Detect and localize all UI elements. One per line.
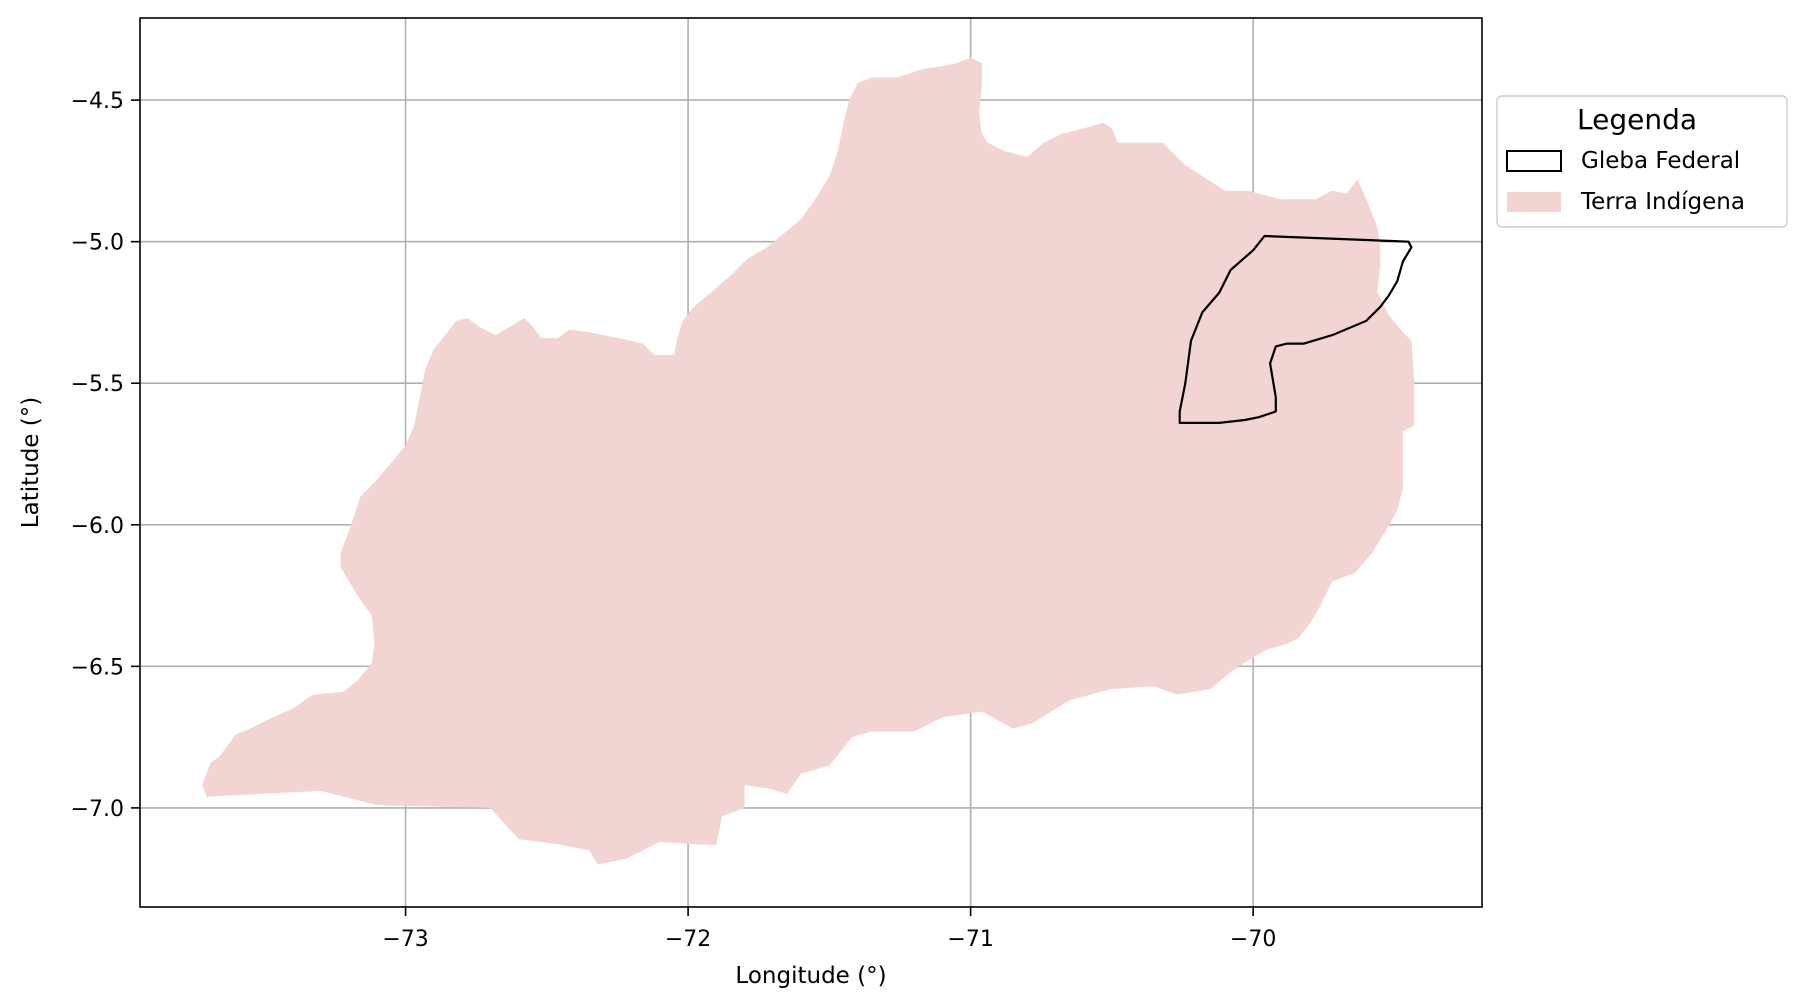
y-axis-title: Latitude (°) bbox=[18, 397, 44, 528]
x-axis-title: Longitude (°) bbox=[735, 963, 886, 989]
y-tick-label: −4.5 bbox=[71, 89, 124, 114]
legend-swatch-gleba-federal bbox=[1506, 150, 1562, 172]
x-tick-label: −73 bbox=[382, 927, 428, 952]
plot-frame bbox=[139, 17, 1483, 908]
x-tick-label: −71 bbox=[947, 927, 993, 952]
legend-title: Legenda bbox=[1577, 103, 1697, 136]
map-shapes bbox=[202, 57, 1415, 865]
axis-ticks: −73 −72 −71 −70 −4.5 −5.0 −5.5 −6.0 −6.5 −7.0 bbox=[71, 89, 1277, 952]
y-tick-label: −6.0 bbox=[71, 514, 124, 539]
legend-label-terra-indigena: Terra Indígena bbox=[1580, 189, 1745, 215]
y-tick-label: −5.0 bbox=[71, 231, 124, 256]
x-tick-label: −72 bbox=[665, 927, 711, 952]
y-tick-label: −5.5 bbox=[71, 372, 124, 397]
x-tick-label: −70 bbox=[1230, 927, 1276, 952]
legend-label-gleba-federal: Gleba Federal bbox=[1581, 148, 1740, 174]
y-tick-label: −6.5 bbox=[71, 655, 124, 680]
legend: Legenda Gleba Federal Terra Indígena bbox=[1496, 95, 1788, 228]
y-tick-label: −7.0 bbox=[71, 797, 124, 822]
gleba-federal-outline bbox=[1178, 234, 1413, 424]
terra-indigena-area bbox=[202, 57, 1415, 865]
legend-box bbox=[1496, 95, 1788, 228]
legend-swatch-terra-indigena bbox=[1507, 192, 1561, 212]
